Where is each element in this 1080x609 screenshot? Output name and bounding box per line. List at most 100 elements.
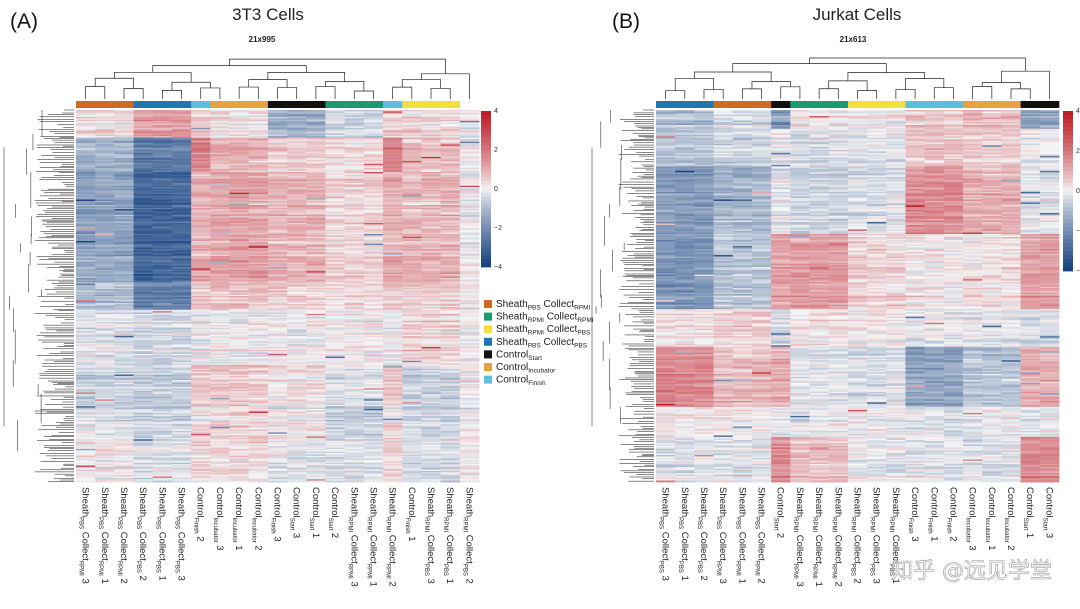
heatmap-cell [114,224,134,227]
heatmap-cell [402,184,422,187]
heatmap-cell [248,125,269,127]
heatmap-cell [248,279,269,282]
heatmap-cell [363,169,384,172]
heatmap-cell [152,110,173,112]
heatmap-cell [248,198,269,200]
heatmap-cell [76,194,96,196]
heatmap-cell [76,222,96,225]
heatmap-cell [402,304,422,307]
heatmap-cell [344,177,365,180]
heatmap-cell [114,118,134,121]
heatmap-cell [171,254,192,257]
heatmap-cell [325,305,346,308]
heatmap-cell [229,156,250,159]
heatmap-cell [287,149,307,152]
heatmap-cell [402,236,422,239]
heatmap-cell [287,265,307,268]
heatmap-cell [421,116,442,119]
heatmap-cell [421,170,442,173]
heatmap-cell [383,286,403,289]
heatmap-cell [133,262,154,265]
heatmap-cell [287,296,307,298]
heatmap-cell [421,221,442,224]
heatmap-cell [421,278,442,280]
heatmap-cell [152,174,173,177]
heatmap-cell [402,291,422,294]
heatmap-cell [440,130,461,133]
heatmap-cell [210,294,230,297]
heatmap-cell [402,249,422,251]
heatmap-cell [133,284,154,287]
heatmap-cell [171,154,192,156]
heatmap-cell [287,267,307,269]
heatmap-cell [287,177,307,180]
group-bar-cs [267,101,326,108]
heatmap-cell [383,300,403,302]
heatmap-cell [171,222,192,225]
heatmap-cell [287,155,307,158]
heatmap-cell [191,257,211,260]
heatmap-cell [152,207,173,210]
heatmap-cell [344,239,365,242]
heatmap-cell [76,304,96,307]
heatmap-cell [383,214,403,217]
heatmap-cell [210,163,230,166]
heatmap-cell [383,209,403,211]
heatmap-cell [210,177,230,180]
heatmap-cell [459,155,480,158]
heatmap-cell [363,235,384,238]
heatmap-cell [133,177,154,180]
heatmap-cell [76,229,96,232]
heatmap-cell [402,173,422,176]
heatmap-cell [363,294,384,297]
heatmap-cell [306,173,326,176]
heatmap-cell [459,167,480,170]
heatmap-cell [267,189,288,192]
heatmap-cell [171,296,192,298]
heatmap-cell [459,178,480,181]
heatmap-cell [421,214,442,217]
heatmap-cell [383,243,403,246]
heatmap-cell [325,304,346,307]
heatmap-cell [76,176,96,178]
heatmap-cell [76,167,96,170]
heatmap-cell [114,214,134,217]
heatmap-cell [191,127,211,130]
heatmap-cell [152,196,173,199]
heatmap-cell [440,126,461,129]
heatmap-cell [325,296,346,298]
heatmap-cell [402,286,422,289]
heatmap-cell [152,245,173,247]
heatmap-cell [459,268,480,271]
heatmap-cell [306,159,326,162]
heatmap-cell [95,209,115,211]
heatmap-cell [171,143,192,145]
heatmap-cell [344,273,365,276]
heatmap-cell [152,216,173,218]
heatmap-cell [171,250,192,253]
heatmap-cell [306,194,326,196]
heatmap-cell [306,283,326,286]
heatmap-cell [210,239,230,242]
heatmap-cell [440,151,461,154]
heatmap-cell [459,143,480,145]
heatmap-cell [325,279,346,282]
heatmap-cell [95,162,115,165]
heatmap-cell [191,218,211,221]
heatmap-cell [133,283,154,286]
heatmap-cell [229,141,250,144]
heatmap-cell [363,216,384,218]
heatmap-cell [440,211,461,214]
heatmap-cell [114,298,134,301]
heatmap-cell [95,227,115,229]
heatmap-cell [229,144,250,147]
heatmap-cell [325,203,346,206]
heatmap-cell [95,257,115,260]
heatmap-cell [325,220,346,222]
heatmap-cell [440,273,461,276]
heatmap-cell [210,236,230,239]
heatmap-cell [152,172,173,174]
heatmap-cell [402,125,422,127]
heatmap-cell [421,167,442,170]
heatmap-cell [191,181,211,184]
